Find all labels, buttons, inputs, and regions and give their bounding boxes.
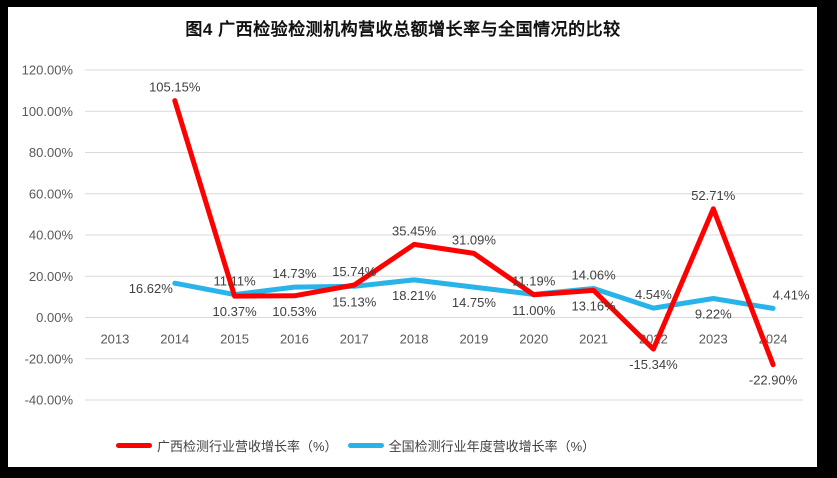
chart-surface: 图4 广西检验检测机构营收总额增长率与全国情况的比较 120.00% 100.00…	[8, 7, 817, 467]
x-tick-label: 2023	[699, 332, 728, 347]
y-tick-label: -20.00%	[25, 351, 74, 366]
data-label-national: 16.62%	[129, 281, 174, 296]
chart-legend: 广西检测行业营收增长率（%） 全国检测行业年度营收增长率（%）	[116, 436, 595, 455]
y-tick-label: 0.00%	[36, 310, 73, 325]
data-label-guangxi: -15.34%	[629, 357, 678, 372]
series-line-guangxi	[172, 98, 776, 368]
y-tick-label: 60.00%	[29, 186, 74, 201]
x-tick-label: 2014	[160, 332, 189, 347]
y-tick-label: 100.00%	[22, 104, 74, 119]
line-chart: 120.00% 100.00% 80.00% 60.00% 40.00% 20.00% 0.…	[22, 63, 810, 408]
data-label-national: 11.19%	[512, 273, 556, 288]
data-label-national: 11.11%	[213, 274, 256, 289]
data-label-national: 18.21%	[392, 288, 437, 303]
y-tick-label: 40.00%	[29, 228, 74, 243]
data-label-national: 14.73%	[272, 266, 317, 281]
x-tick-label: 2013	[100, 332, 129, 347]
legend-item-national: 全国检测行业年度营收增长率（%）	[347, 436, 596, 455]
data-label-national: 4.54%	[635, 287, 672, 302]
data-label-guangxi: 31.09%	[452, 232, 497, 247]
legend-item-guangxi: 广西检测行业营收增长率（%）	[116, 436, 338, 455]
x-tick-label: 2017	[340, 332, 369, 347]
data-label-guangxi: 52.71%	[691, 188, 736, 203]
data-label-national: 4.41%	[773, 287, 810, 302]
x-tick-label: 2015	[220, 332, 249, 347]
data-label-guangxi: 105.15%	[149, 80, 201, 95]
data-label-guangxi: 10.37%	[213, 304, 258, 319]
legend-label-guangxi: 广西检测行业营收增长率（%）	[157, 439, 338, 454]
y-tick-label: 80.00%	[29, 145, 74, 160]
y-tick-label: 20.00%	[29, 269, 74, 284]
data-label-guangxi: 11.00%	[512, 303, 556, 318]
data-label-guangxi: -22.90%	[749, 373, 798, 388]
x-tick-label: 2019	[459, 332, 488, 347]
data-label-guangxi: 35.45%	[392, 223, 437, 238]
legend-swatch-guangxi-line-icon	[116, 443, 152, 448]
legend-swatch-national-line-icon	[347, 443, 384, 448]
data-label-national: 14.75%	[452, 295, 497, 310]
x-tick-label: 2020	[519, 332, 548, 347]
x-tick-label: 2018	[400, 332, 429, 347]
y-tick-label: -40.00%	[25, 393, 74, 408]
x-tick-label: 2021	[579, 332, 608, 347]
chart-title: 图4 广西检验检测机构营收总额增长率与全国情况的比较	[185, 20, 621, 39]
data-label-guangxi: 10.53%	[272, 304, 317, 319]
data-label-guangxi: 15.74%	[332, 264, 377, 279]
y-tick-label: 120.00%	[22, 63, 74, 78]
data-label-guangxi: 13.16%	[572, 298, 617, 313]
data-label-national: 15.13%	[332, 294, 377, 309]
data-label-national: 14.06%	[572, 268, 617, 283]
legend-label-national: 全国检测行业年度营收增长率（%）	[388, 439, 596, 454]
data-label-national: 9.22%	[695, 306, 732, 321]
x-tick-label: 2016	[280, 332, 309, 347]
